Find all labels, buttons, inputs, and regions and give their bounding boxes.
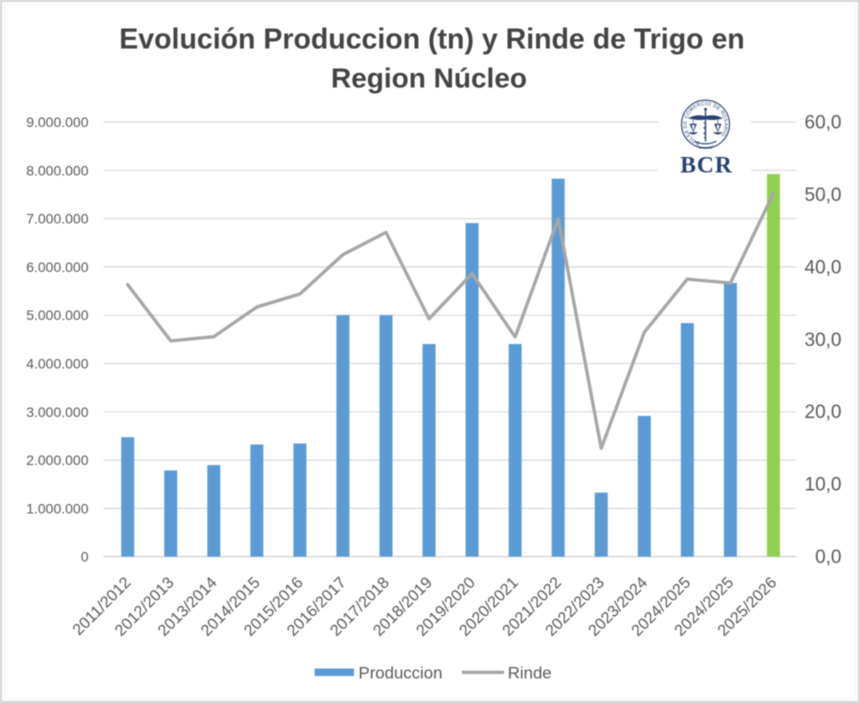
svg-text:BCR: BCR [680,153,733,179]
svg-text:Region Núcleo: Region Núcleo [331,63,527,94]
svg-text:0,0: 0,0 [815,547,841,568]
svg-text:5.000.000: 5.000.000 [26,307,88,323]
svg-text:6.000.000: 6.000.000 [26,259,88,275]
svg-text:3.000.000: 3.000.000 [26,404,88,420]
svg-text:Rinde: Rinde [508,663,552,682]
svg-text:8.000.000: 8.000.000 [26,162,88,178]
svg-text:7.000.000: 7.000.000 [26,211,88,227]
svg-text:4.000.000: 4.000.000 [26,356,88,372]
svg-text:10,0: 10,0 [805,475,842,496]
svg-text:40,0: 40,0 [805,257,842,278]
svg-text:50,0: 50,0 [805,185,842,206]
svg-text:30,0: 30,0 [805,330,842,351]
svg-text:Evolución Produccion (tn) y Ri: Evolución Produccion (tn) y Rinde de Tri… [119,24,744,56]
svg-text:20,0: 20,0 [805,402,842,423]
svg-text:2.000.000: 2.000.000 [26,452,88,468]
svg-text:1.000.000: 1.000.000 [26,500,88,516]
svg-text:0: 0 [81,549,89,565]
svg-text:Produccion: Produccion [359,663,443,682]
svg-text:60,0: 60,0 [805,113,842,134]
svg-text:9.000.000: 9.000.000 [26,114,88,130]
